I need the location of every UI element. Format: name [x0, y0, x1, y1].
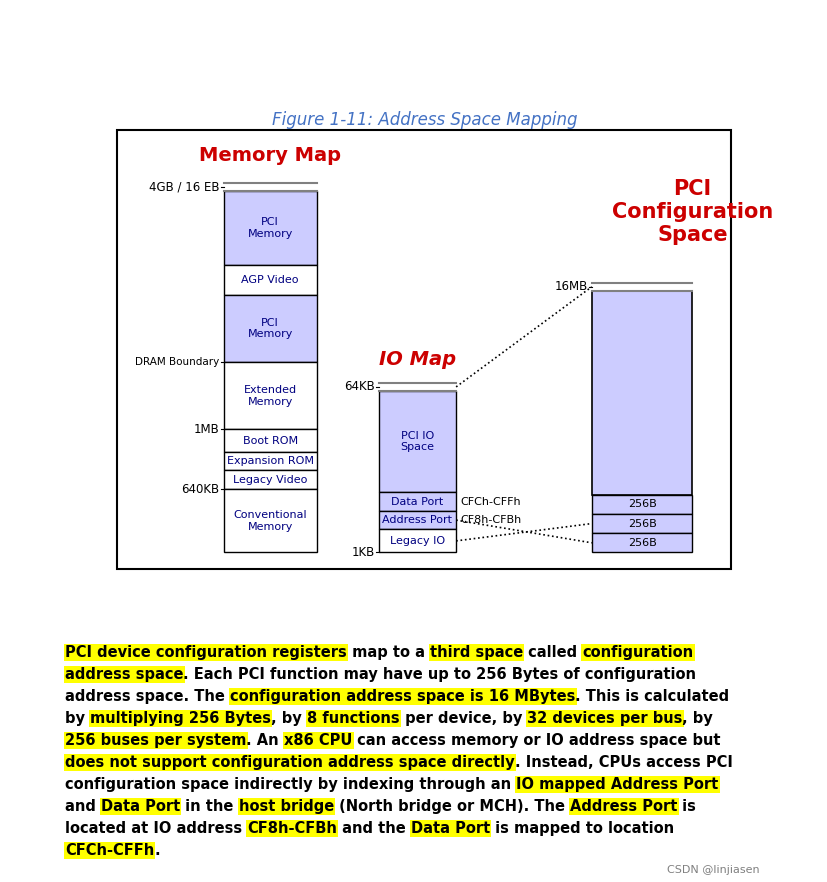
Text: host bridge: host bridge	[238, 799, 333, 814]
Text: 64KB: 64KB	[343, 380, 375, 393]
Text: 8 functions: 8 functions	[307, 711, 399, 726]
Text: Data Port: Data Port	[391, 497, 443, 506]
Text: address space. The: address space. The	[65, 689, 230, 704]
Text: PCI IO
Space: PCI IO Space	[400, 430, 434, 452]
Bar	[223, 265, 316, 295]
Bar	[378, 391, 456, 492]
Text: map to a: map to a	[347, 645, 429, 660]
Text: . An: . An	[246, 733, 284, 748]
Text: 256B: 256B	[627, 499, 656, 509]
Text: 640KB: 640KB	[181, 482, 219, 496]
Text: configuration address space is 16 MBytes: configuration address space is 16 MBytes	[230, 689, 575, 704]
Text: . Instead, CPUs access PCI: . Instead, CPUs access PCI	[514, 755, 732, 770]
Text: PCI device configuration registers: PCI device configuration registers	[65, 645, 347, 660]
Text: 1MB: 1MB	[194, 422, 219, 436]
Text: CSDN @linjiasen: CSDN @linjiasen	[667, 865, 759, 875]
Text: CFCh-CFFh: CFCh-CFFh	[460, 497, 520, 506]
Text: x86 CPU: x86 CPU	[284, 733, 352, 748]
Text: can access memory or IO address space but: can access memory or IO address space bu…	[352, 733, 720, 748]
Bar	[591, 514, 691, 534]
Bar	[223, 452, 316, 470]
Text: Boot ROM: Boot ROM	[242, 436, 298, 445]
Bar	[378, 492, 456, 511]
Text: Memory Map: Memory Map	[198, 146, 341, 166]
Text: , by: , by	[681, 711, 712, 726]
Text: Address Port: Address Port	[382, 515, 452, 525]
Bar	[378, 529, 456, 552]
Bar	[223, 363, 316, 430]
Bar	[223, 430, 316, 452]
Text: 1KB: 1KB	[351, 546, 375, 559]
Text: IO mapped Address Port: IO mapped Address Port	[515, 777, 718, 792]
Text: 256B: 256B	[627, 519, 656, 528]
Text: . Each PCI function may have up to 256 Bytes of configuration: . Each PCI function may have up to 256 B…	[184, 667, 696, 682]
Text: AGP Video: AGP Video	[241, 275, 299, 285]
Text: PCI
Memory: PCI Memory	[247, 318, 293, 340]
Text: Expansion ROM: Expansion ROM	[227, 456, 313, 466]
Bar	[591, 534, 691, 552]
Text: Data Port: Data Port	[101, 799, 180, 814]
Bar	[223, 295, 316, 363]
Text: third space: third space	[429, 645, 523, 660]
Text: IO Map: IO Map	[379, 350, 456, 370]
Text: (North bridge or MCH). The: (North bridge or MCH). The	[333, 799, 570, 814]
Text: Data Port: Data Port	[410, 821, 490, 836]
Text: is mapped to location: is mapped to location	[490, 821, 673, 836]
Text: 256 buses per system: 256 buses per system	[65, 733, 246, 748]
Text: address space: address space	[65, 667, 184, 682]
Text: multiplying 256 Bytes: multiplying 256 Bytes	[90, 711, 270, 726]
Text: located at IO address: located at IO address	[65, 821, 247, 836]
Bar	[591, 291, 691, 495]
Text: Legacy IO: Legacy IO	[390, 536, 444, 546]
Text: 4GB / 16 EB: 4GB / 16 EB	[149, 180, 219, 193]
Text: does not support configuration address space directly: does not support configuration address s…	[65, 755, 514, 770]
Bar	[117, 131, 730, 570]
Text: Legacy Video: Legacy Video	[232, 475, 307, 485]
Bar	[223, 191, 316, 265]
Text: . This is calculated: . This is calculated	[575, 689, 729, 704]
Text: configuration: configuration	[581, 645, 693, 660]
Text: Address Port: Address Port	[570, 799, 676, 814]
Text: Conventional
Memory: Conventional Memory	[233, 510, 307, 532]
Text: and: and	[65, 799, 101, 814]
Bar	[223, 489, 316, 552]
Text: PCI
Memory: PCI Memory	[247, 217, 293, 239]
Text: in the: in the	[180, 799, 238, 814]
Text: 16MB: 16MB	[554, 280, 587, 294]
Text: 256B: 256B	[627, 538, 656, 548]
Text: called: called	[523, 645, 581, 660]
Text: CF8h-CFBh: CF8h-CFBh	[247, 821, 337, 836]
Text: PCI
Configuration
Space: PCI Configuration Space	[611, 179, 772, 245]
Text: DRAM Boundary: DRAM Boundary	[136, 357, 219, 367]
Text: , by: , by	[270, 711, 307, 726]
Text: is: is	[676, 799, 696, 814]
Bar	[591, 495, 691, 514]
Text: CF8h-CFBh: CF8h-CFBh	[460, 515, 521, 525]
Text: 32 devices per bus: 32 devices per bus	[527, 711, 681, 726]
Text: per device, by: per device, by	[399, 711, 527, 726]
Text: CFCh-CFFh: CFCh-CFFh	[65, 843, 154, 858]
Bar	[223, 470, 316, 489]
Text: configuration space indirectly by indexing through an: configuration space indirectly by indexi…	[65, 777, 515, 792]
Text: Figure 1-11: Address Space Mapping: Figure 1-11: Address Space Mapping	[271, 111, 576, 129]
Text: and the: and the	[337, 821, 410, 836]
Text: by: by	[65, 711, 90, 726]
Bar	[378, 511, 456, 529]
Text: .: .	[154, 843, 160, 858]
Text: Extended
Memory: Extended Memory	[243, 385, 296, 407]
